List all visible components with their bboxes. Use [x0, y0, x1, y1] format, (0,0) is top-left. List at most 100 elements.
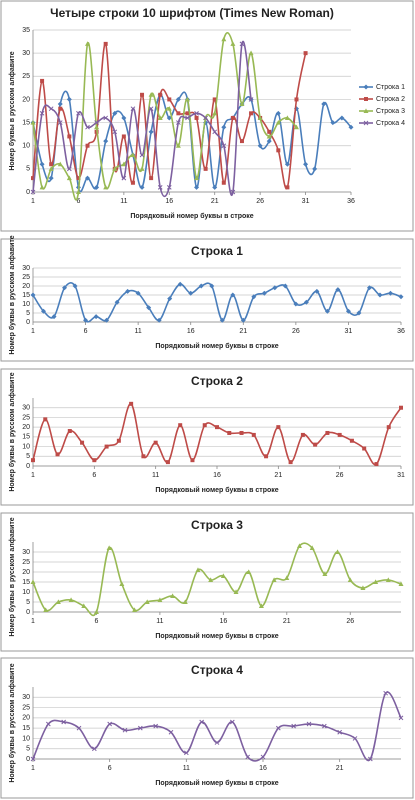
x-tick-label: 21 [274, 472, 282, 479]
point [360, 585, 366, 590]
point [119, 581, 125, 586]
point [175, 96, 181, 102]
y-tick-label: 5 [26, 166, 30, 173]
point [296, 543, 302, 548]
point [85, 41, 91, 46]
x-axis-label: Порядковый номер буквы в строке [130, 212, 253, 220]
point [264, 454, 269, 459]
x-axis-label: Порядковый номер буквы в строке [155, 342, 278, 350]
point [272, 285, 278, 291]
y-tick-label: 10 [22, 735, 30, 742]
point [212, 129, 218, 135]
point [248, 97, 254, 102]
point [276, 425, 281, 430]
y-tick-label: 15 [22, 292, 30, 299]
point [282, 283, 288, 289]
point [309, 545, 315, 550]
point [221, 36, 227, 42]
y-tick-label: 5 [26, 599, 30, 606]
point [85, 175, 91, 181]
point [92, 458, 97, 463]
point [48, 175, 54, 181]
point [325, 430, 330, 435]
point [258, 603, 264, 608]
y-tick-label: 30 [22, 50, 30, 57]
y-tick-label: 35 [22, 27, 30, 34]
point [383, 690, 389, 696]
point [257, 143, 263, 149]
x-axis-label: Порядковый номер буквы в строке [155, 632, 278, 640]
point [195, 567, 201, 572]
point [103, 184, 109, 190]
x-tick-label: 1 [31, 328, 35, 335]
point [48, 166, 54, 171]
point [335, 287, 341, 293]
point [337, 729, 343, 735]
point [57, 161, 63, 167]
point [68, 597, 74, 602]
x-tick-label: 31 [397, 472, 405, 479]
point [51, 314, 57, 320]
y-tick-label: 30 [22, 405, 30, 412]
point [153, 723, 159, 729]
point [190, 458, 195, 463]
y-tick-label: 25 [22, 704, 30, 711]
point [194, 184, 200, 190]
point [156, 317, 162, 323]
y-tick-label: 20 [22, 283, 30, 290]
point [275, 725, 281, 731]
point [221, 180, 226, 185]
point [165, 460, 170, 465]
x-tick-label: 16 [219, 618, 227, 625]
point [62, 285, 68, 291]
x-tick-label: 11 [156, 618, 163, 625]
point [122, 727, 128, 733]
point [139, 152, 145, 158]
point [43, 417, 48, 422]
y-tick-label: 15 [22, 434, 30, 441]
y-tick-label: 15 [22, 725, 30, 732]
x-axis-label: Порядковый номер буквы в строке [155, 486, 278, 494]
point [148, 106, 154, 112]
y-tick-label: 25 [22, 414, 30, 421]
point [303, 161, 309, 167]
point [398, 581, 404, 586]
point [386, 425, 391, 430]
point [266, 133, 272, 139]
point [41, 308, 47, 314]
point [212, 110, 218, 116]
point [85, 124, 90, 130]
point [55, 452, 60, 457]
y-tick-label: 10 [22, 143, 30, 150]
point [48, 106, 54, 112]
point [221, 143, 227, 149]
x-tick-label: 1 [31, 618, 35, 625]
point [166, 115, 172, 121]
x-tick-label: 26 [256, 198, 264, 205]
x-tick-label: 16 [165, 198, 173, 205]
y-tick-label: 10 [22, 301, 30, 308]
point [30, 292, 36, 298]
y-tick-label: 25 [22, 559, 30, 566]
point [260, 754, 266, 760]
x-tick-label: 6 [92, 472, 96, 479]
y-tick-label: 20 [22, 715, 30, 722]
point [203, 166, 208, 171]
x-tick-label: 31 [345, 328, 353, 335]
x-axis-label: Порядковый номер буквы в строке [155, 779, 278, 787]
point [30, 189, 36, 195]
point [39, 110, 45, 116]
point [398, 294, 404, 300]
point [214, 740, 220, 745]
point [194, 175, 200, 181]
y-tick-label: 5 [26, 310, 30, 317]
point [184, 96, 190, 102]
point [91, 746, 97, 752]
point [202, 423, 207, 428]
y-tick-label: 25 [22, 73, 30, 80]
y-tick-label: 30 [22, 694, 30, 701]
point [208, 577, 214, 582]
point [220, 573, 226, 578]
legend-label: Строка 1 [376, 84, 405, 91]
